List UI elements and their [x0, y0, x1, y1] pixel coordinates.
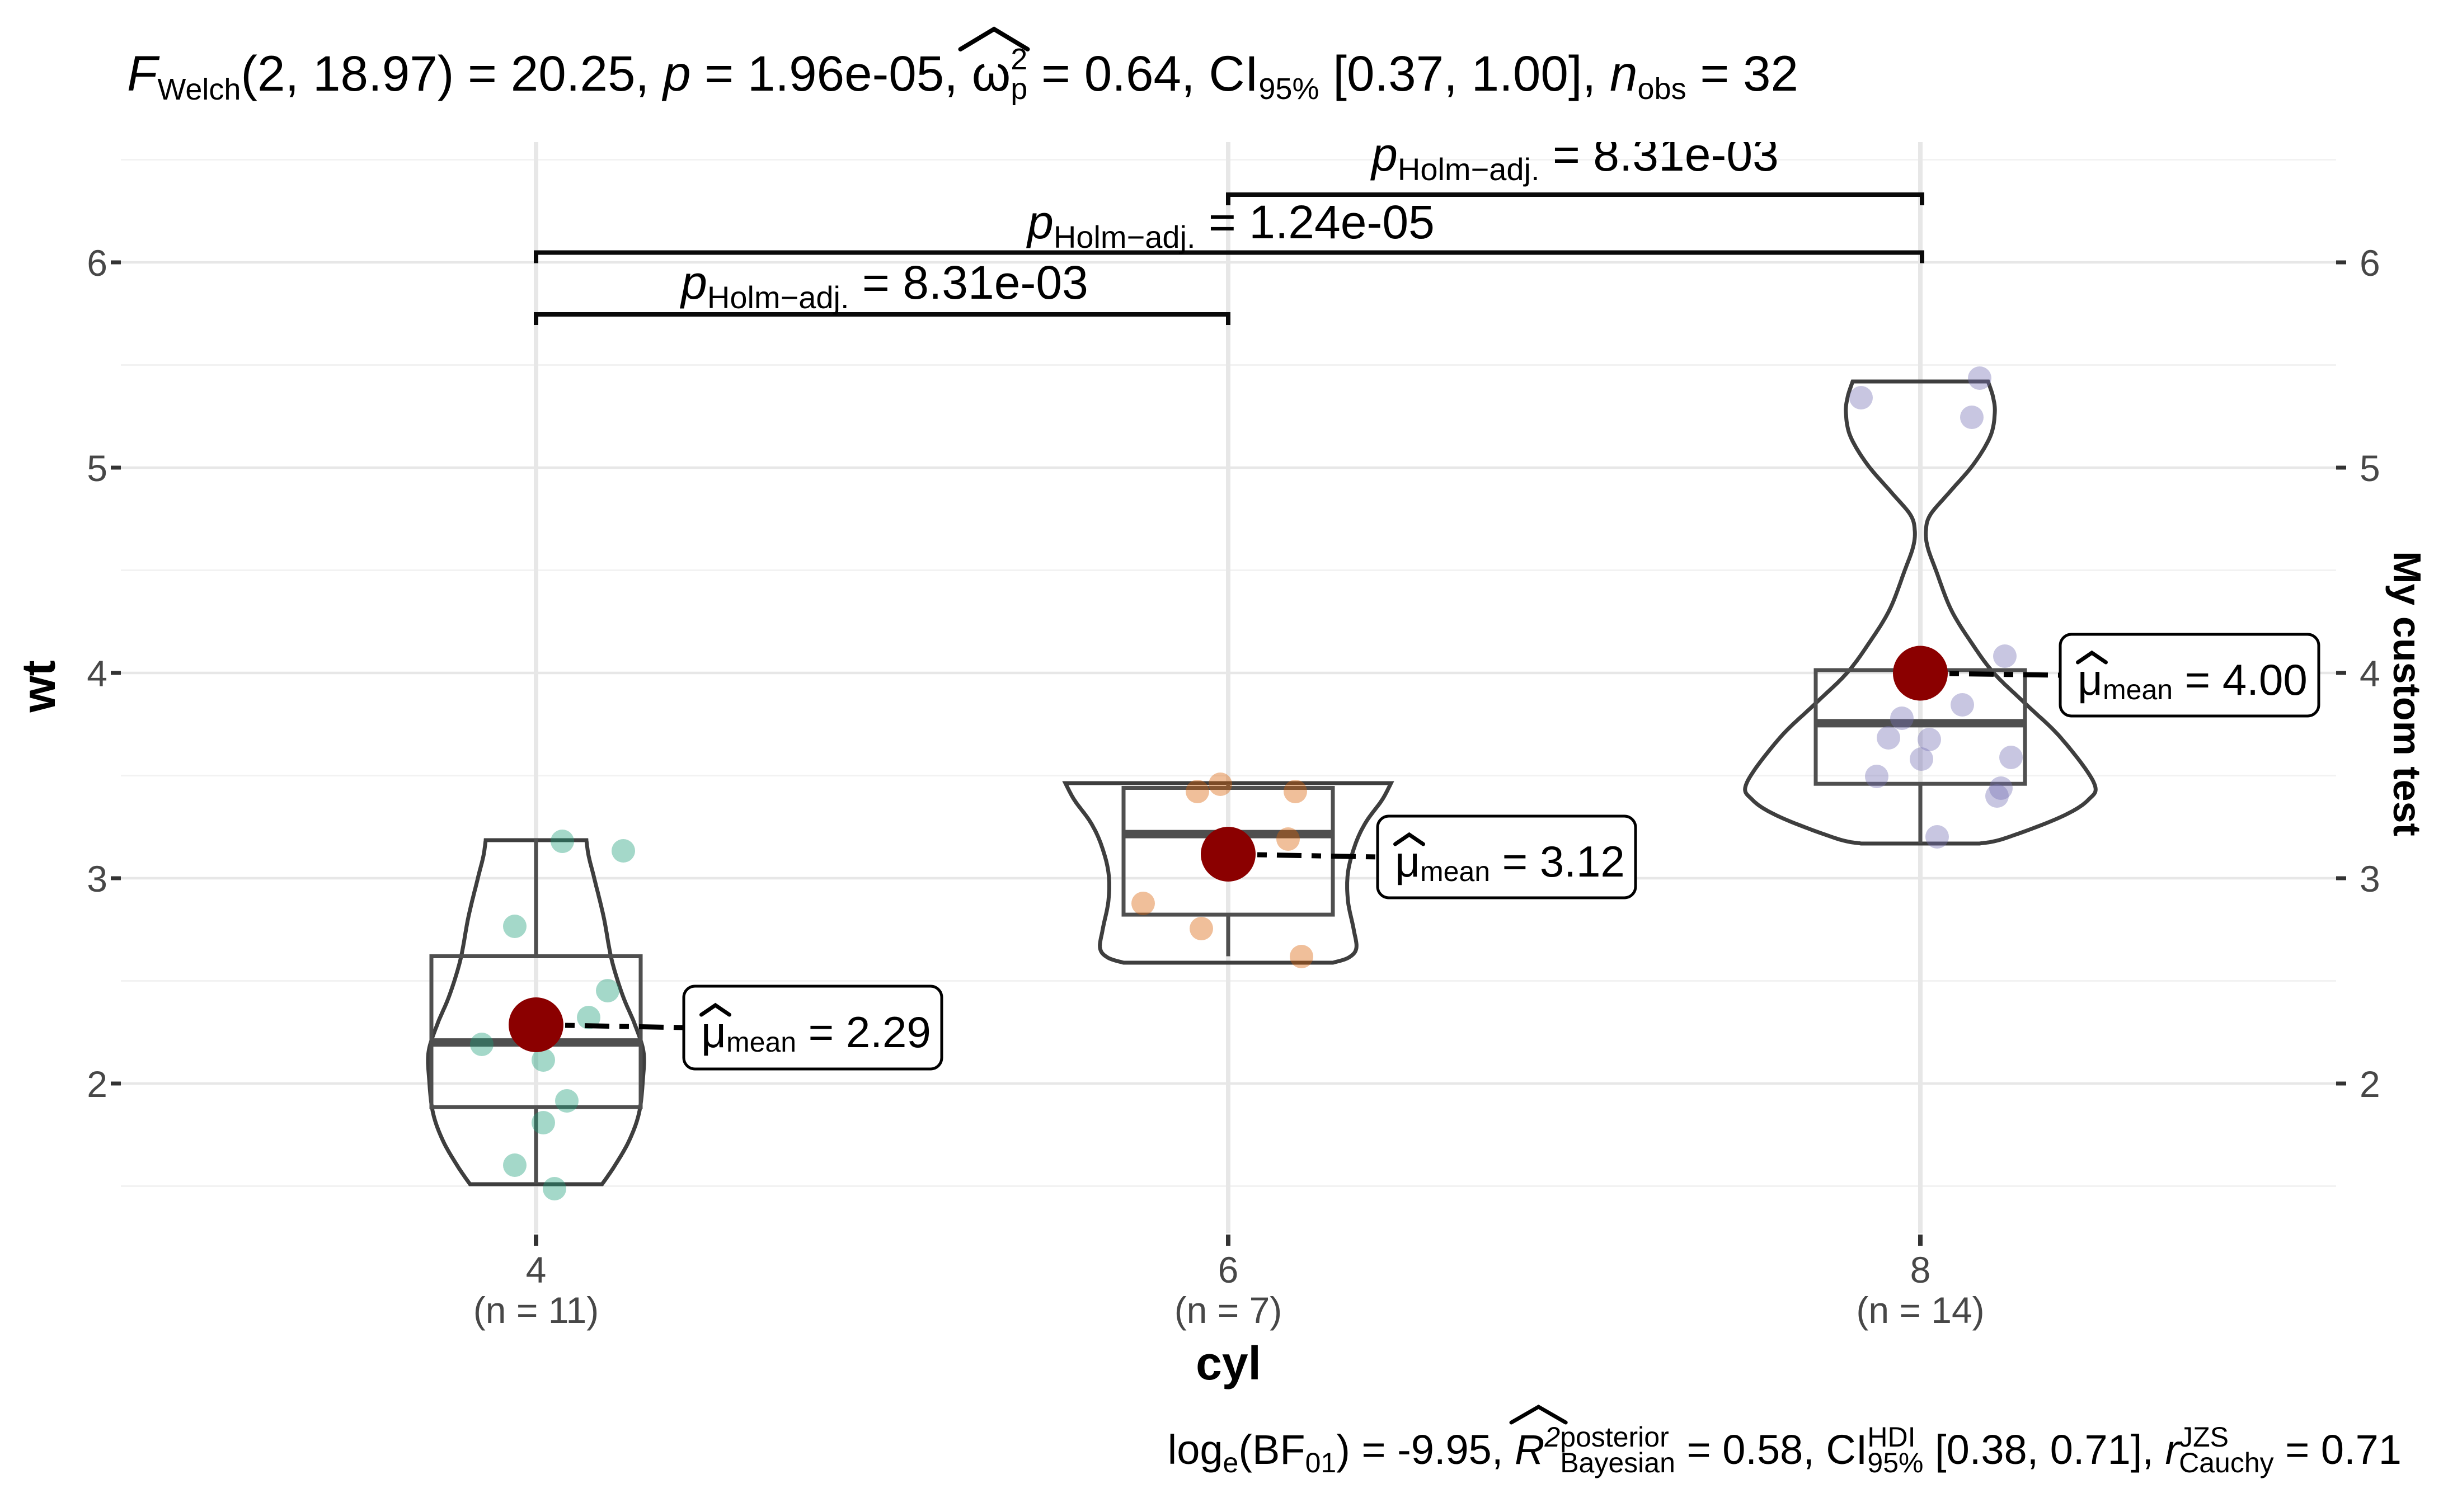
- svg-text:e: e: [1223, 1447, 1239, 1478]
- svg-text:6: 6: [1218, 1249, 1239, 1290]
- svg-text:6: 6: [2360, 242, 2380, 284]
- svg-text:(n = 7): (n = 7): [1174, 1289, 1282, 1331]
- svg-text:= 0.58, CI: = 0.58, CI: [1675, 1426, 1867, 1473]
- svg-text:= 1.96e-05,: = 1.96e-05,: [691, 45, 972, 101]
- svg-text:) = -9.95,: ) = -9.95,: [1336, 1426, 1515, 1473]
- svg-text:2: 2: [87, 1063, 107, 1105]
- svg-text:log: log: [1168, 1426, 1223, 1473]
- svg-text:(BF: (BF: [1238, 1426, 1305, 1473]
- svg-text:4: 4: [526, 1249, 547, 1290]
- svg-text:= 0.71: = 0.71: [2274, 1426, 2402, 1473]
- svg-text:[0.38, 0.71],: [0.38, 0.71],: [1924, 1426, 2165, 1473]
- svg-text:R: R: [1515, 1426, 1544, 1473]
- svg-text:= 2.29: = 2.29: [796, 1007, 931, 1057]
- svg-text:= 1.24e-05: = 1.24e-05: [1196, 196, 1435, 248]
- svg-text:n: n: [1610, 45, 1638, 101]
- svg-text:JZS: JZS: [2179, 1421, 2229, 1453]
- svg-text:Cauchy: Cauchy: [2179, 1447, 2274, 1478]
- svg-text:= 3.12: = 3.12: [1490, 837, 1625, 886]
- svg-text:p: p: [679, 256, 707, 309]
- svg-text:= 4.00: = 4.00: [2173, 655, 2308, 704]
- svg-text:(n = 11): (n = 11): [473, 1289, 599, 1331]
- svg-text:mean: mean: [2103, 674, 2173, 705]
- svg-text:My custom test: My custom test: [2385, 551, 2429, 836]
- svg-text:p: p: [1011, 72, 1027, 106]
- svg-text:p: p: [661, 45, 691, 101]
- svg-text:obs: obs: [1638, 72, 1686, 106]
- svg-text:8: 8: [1910, 1249, 1931, 1290]
- svg-text:2: 2: [1544, 1421, 1560, 1453]
- svg-text:μ: μ: [2078, 655, 2103, 704]
- svg-text:3: 3: [87, 858, 107, 899]
- svg-text:= 8.31e-03: = 8.31e-03: [1540, 128, 1779, 181]
- svg-text:= 0.64, CI: = 0.64, CI: [1027, 45, 1258, 101]
- svg-text:F: F: [127, 45, 160, 101]
- svg-text:p: p: [1026, 196, 1054, 248]
- svg-text:95%: 95%: [1258, 72, 1319, 106]
- svg-text:01: 01: [1305, 1447, 1337, 1478]
- svg-text:wt: wt: [12, 660, 65, 713]
- svg-text:(n = 14): (n = 14): [1856, 1289, 1984, 1331]
- svg-text:Holm−adj.: Holm−adj.: [1398, 152, 1540, 187]
- svg-text:= 32: = 32: [1686, 45, 1798, 101]
- svg-text:Bayesian: Bayesian: [1560, 1447, 1675, 1478]
- svg-text:Holm−adj.: Holm−adj.: [707, 280, 849, 315]
- svg-text:posterior: posterior: [1560, 1421, 1669, 1453]
- svg-text:mean: mean: [726, 1026, 796, 1058]
- svg-text:(2, 18.97) = 20.25,: (2, 18.97) = 20.25,: [241, 45, 663, 101]
- svg-text:mean: mean: [1420, 856, 1490, 887]
- svg-text:r: r: [2165, 1426, 2181, 1473]
- svg-text:2: 2: [2360, 1063, 2380, 1105]
- svg-text:95%: 95%: [1867, 1447, 1923, 1478]
- svg-text:4: 4: [2360, 653, 2380, 694]
- svg-text:HDI: HDI: [1867, 1421, 1915, 1453]
- svg-text:μ: μ: [701, 1007, 726, 1057]
- svg-text:6: 6: [87, 242, 107, 284]
- svg-text:5: 5: [87, 448, 107, 489]
- svg-text:ω: ω: [972, 45, 1011, 101]
- svg-text:[0.37, 1.00],: [0.37, 1.00],: [1319, 45, 1610, 101]
- svg-text:5: 5: [2360, 448, 2380, 489]
- svg-text:4: 4: [87, 653, 107, 694]
- svg-text:p: p: [1370, 128, 1398, 181]
- svg-text:3: 3: [2360, 858, 2380, 899]
- svg-text:Holm−adj.: Holm−adj.: [1054, 219, 1196, 255]
- svg-text:cyl: cyl: [1196, 1337, 1261, 1389]
- svg-text:= 8.31e-03: = 8.31e-03: [849, 256, 1088, 309]
- svg-text:Welch: Welch: [157, 73, 241, 106]
- svg-text:μ: μ: [1395, 837, 1420, 886]
